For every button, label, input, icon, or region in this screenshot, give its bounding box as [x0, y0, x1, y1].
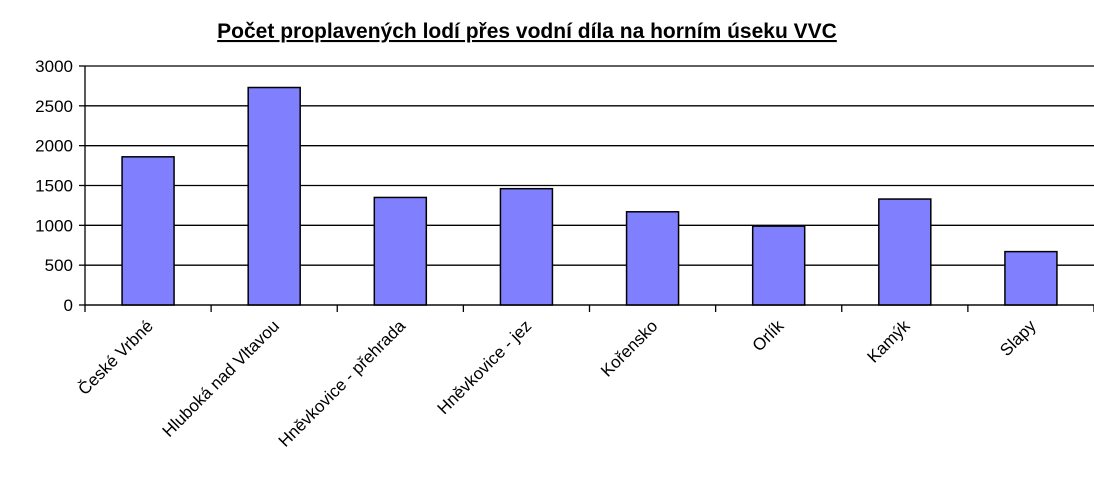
x-tick-label: Kamýk	[863, 316, 914, 367]
bar	[1004, 250, 1058, 306]
bar	[751, 225, 806, 306]
y-tick-label: 2000	[35, 137, 73, 156]
bar	[373, 196, 428, 306]
y-tick-label: 3000	[35, 57, 73, 76]
x-tick-label: Hluboká nad Vltavou	[159, 316, 283, 440]
x-tick-label: Slapy	[996, 316, 1040, 360]
y-tick-label: 0	[64, 296, 73, 315]
x-tick-label: České Vrbné	[74, 316, 156, 398]
bar	[247, 86, 301, 306]
y-tick-label: 2500	[35, 97, 73, 116]
x-tick-label: Kořensko	[597, 316, 661, 380]
bar	[499, 187, 554, 306]
chart-title: Počet proplavených lodí přes vodní díla …	[217, 20, 837, 43]
x-tick-label: Hněvkovice - přehrada	[275, 316, 410, 451]
bar	[625, 211, 680, 306]
bar	[878, 198, 932, 306]
bar	[121, 156, 175, 306]
y-tick-label: 500	[45, 256, 73, 275]
x-tick-label: Orlík	[749, 316, 788, 355]
y-tick-label: 1500	[35, 177, 73, 196]
y-tick-label: 1000	[35, 216, 73, 235]
x-tick-label: Hněvkovice - jez	[434, 316, 536, 418]
